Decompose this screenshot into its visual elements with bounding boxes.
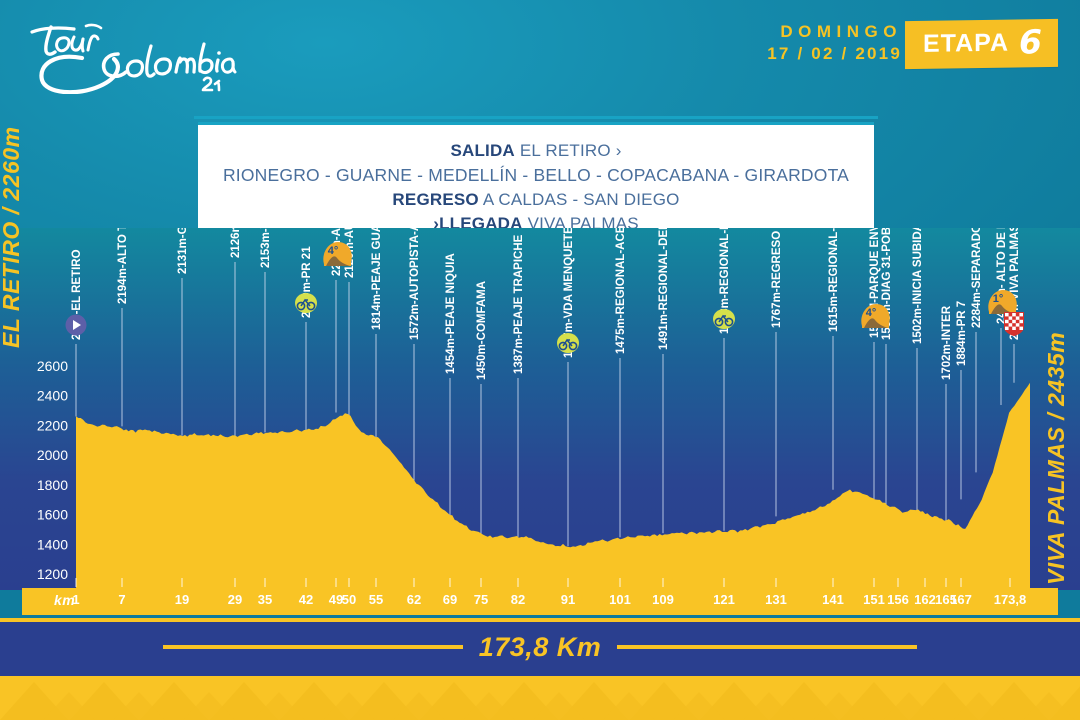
km-axis-bar: km 1 7 19 29 35 42 49 50 55 62 69 75 82 91 101 109 121 13… xyxy=(22,578,1058,615)
elevation-tick-label: 1800 xyxy=(37,477,68,493)
route-return-label: REGRESO xyxy=(392,189,479,209)
poi-label: 1454m-PEAJE NIQUIA xyxy=(445,253,457,374)
left-axis-title: EL RETIRO / 2260m xyxy=(0,126,24,348)
km-tick-label: 165 xyxy=(935,592,957,607)
poi-label: 1491m-REGIONAL-DEPRIMIDO xyxy=(658,228,670,350)
stage-date-block: DOMINGO 17 / 02 / 2019 xyxy=(767,22,902,64)
km-axis-word: km xyxy=(54,592,76,608)
km-tick-label: 173,8 xyxy=(993,592,1027,607)
elevation-tick-labels: 2600 2400 2200 2000 1800 1600 1400 1200 xyxy=(37,358,68,582)
logo-artwork xyxy=(30,23,237,94)
route-return-value: A CALDAS - SAN DIEGO xyxy=(482,189,680,209)
km-tick-label: 35 xyxy=(257,592,273,607)
stage-date: 17 / 02 / 2019 xyxy=(767,44,902,63)
km-tick-label: 19 xyxy=(174,592,190,607)
poi-icons-group: 4° 4° 1° xyxy=(65,242,1024,353)
km-tick-label: 156 xyxy=(887,592,909,607)
total-distance-banner: 173,8 Km xyxy=(0,618,1080,676)
km-tick-label: 49 xyxy=(328,592,344,607)
km-tick-label: 29 xyxy=(227,592,243,607)
elevation-tick-label: 2000 xyxy=(37,447,68,463)
km-tick-label: 82 xyxy=(510,592,526,607)
stage-badge: ETAPA 6 xyxy=(905,18,1058,70)
km-tick-label: 131 xyxy=(765,592,787,607)
poi-label: 1502m-INICIA SUBIDA-PTE xyxy=(912,228,924,344)
km-tick-label: 1 xyxy=(72,592,80,607)
climb-category-icon: 4° xyxy=(861,304,890,328)
poi-label: 2126m-AUTOPISTA-VDA PLAYA xyxy=(230,228,242,258)
km-tick-label: 167 xyxy=(950,592,972,607)
km-tick-label: 50 xyxy=(341,592,357,607)
km-tick-label: 121 xyxy=(713,592,735,607)
poi-label: 1588m-REGIONAL-PILSEN xyxy=(719,228,731,334)
climb-category-icon: 1° xyxy=(988,290,1017,314)
finish-flag-icon xyxy=(1004,312,1024,336)
route-return-line: REGRESO A CALDAS - SAN DIEGO xyxy=(208,188,864,212)
poi-label: 1450m-COMFAMA xyxy=(476,281,488,380)
poi-label: 1814m-PEAJE GUARNE xyxy=(371,228,383,330)
stage-badge-number: 6 xyxy=(1019,22,1042,62)
svg-text:4°: 4° xyxy=(866,307,877,319)
poi-label: 1475m-REGIONAL-ACEVEDO xyxy=(615,228,627,354)
sprint-icon xyxy=(713,309,735,329)
footer-pattern xyxy=(0,676,1080,720)
right-axis-title: VIVA PALMAS / 2435m xyxy=(1043,331,1069,585)
poi-leader-lines xyxy=(75,262,1015,547)
route-start-line: SALIDA EL RETIRO › xyxy=(208,139,864,163)
elevation-tick-label: 2600 xyxy=(37,358,68,374)
stage-badge-label: ETAPA xyxy=(923,28,1010,58)
km-tick-label: 141 xyxy=(822,592,844,607)
elevation-tick-label: 1200 xyxy=(37,566,68,582)
poi-label: 1702m-INTER xyxy=(941,305,953,380)
footer-triangle-row xyxy=(0,682,1080,720)
km-tick-label: 7 xyxy=(118,592,126,607)
sprint-icon xyxy=(557,333,579,353)
km-tick-label: 75 xyxy=(473,592,489,607)
total-distance-inner: 173,8 Km xyxy=(0,632,1080,663)
elevation-area-path xyxy=(76,382,1030,590)
elevation-profile-chart: 2600 2400 2200 2000 1800 1600 1400 1200 2260-EL… xyxy=(0,228,1080,590)
route-start-value: EL RETIRO › xyxy=(519,141,622,160)
poi-label: 2284m-SEPARADORES xyxy=(971,228,983,328)
footer-mountain-pattern xyxy=(0,676,1080,720)
poi-label: 2194m-ALTO TRUCHAS xyxy=(117,228,129,304)
svg-text:1°: 1° xyxy=(993,293,1004,305)
poi-label: 1387m-PEAJE TRAPICHE xyxy=(513,234,525,374)
km-tick-label: 109 xyxy=(652,592,674,607)
elevation-tick-label: 2400 xyxy=(37,388,68,404)
total-distance-text: 173,8 Km xyxy=(478,631,602,662)
km-tick-label: 162 xyxy=(914,592,936,607)
distance-rule-right xyxy=(617,645,918,649)
poi-label: 2131m-GLORIETA COMFAMA xyxy=(177,228,189,274)
km-tick-label: 101 xyxy=(609,592,631,607)
poi-label: 2153m-VDA BELLAVISTA xyxy=(260,228,272,268)
elevation-tick-label: 1400 xyxy=(37,536,68,552)
elevation-tick-label: 2200 xyxy=(37,417,68,433)
stage-weekday: DOMINGO xyxy=(780,22,902,41)
footer-triangle-row-2 xyxy=(43,692,1075,720)
sprint-icon xyxy=(295,293,317,313)
poi-label: 1572m-AUTOPISTA-ARGOS xyxy=(409,228,421,340)
elevation-tick-label: 1600 xyxy=(37,507,68,523)
poi-label: 1884m-PR 7 xyxy=(956,301,968,366)
km-tick-label: 62 xyxy=(406,592,422,607)
km-tick-label: 69 xyxy=(442,592,458,607)
poi-label: 1767m-REGRESO CALDAS xyxy=(771,228,783,328)
svg-text:4°: 4° xyxy=(328,245,339,257)
km-tick-marks xyxy=(75,578,1011,587)
start-marker-icon xyxy=(65,314,87,336)
km-tick-label: 42 xyxy=(298,592,314,607)
km-tick-label: 91 xyxy=(560,592,576,607)
tour-colombia-logo xyxy=(18,14,248,94)
route-cities: RIONEGRO - GUARNE - MEDELLÍN - BELLO - C… xyxy=(222,165,850,186)
route-start-label: SALIDA xyxy=(450,141,515,160)
poi-label: 1447m-VDA MENQUETEBA xyxy=(563,228,575,358)
km-tick-label: 55 xyxy=(368,592,384,607)
km-tick-label: 151 xyxy=(863,592,885,607)
poi-label: 1615m-REGIONAL-ESTRELLA xyxy=(828,228,840,332)
distance-rule-left xyxy=(162,645,463,649)
climb-category-icon: 4° xyxy=(323,242,352,266)
